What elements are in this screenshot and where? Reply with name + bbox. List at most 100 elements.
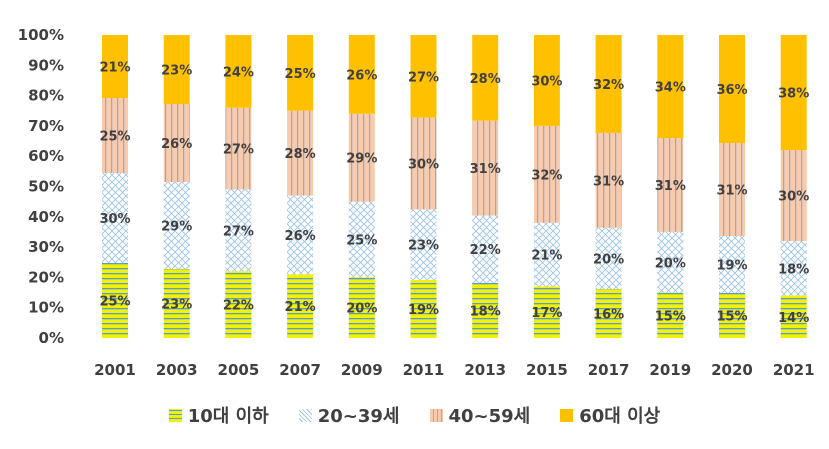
bar-segment-40-59 bbox=[657, 138, 684, 232]
data-label-60-plus: 24% bbox=[223, 65, 254, 80]
y-tick-label: 0% bbox=[39, 329, 64, 347]
data-label-under-10s: 20% bbox=[346, 302, 377, 317]
data-label-60-plus: 38% bbox=[778, 87, 809, 102]
bar-segment-40-59 bbox=[348, 113, 375, 202]
x-tick-label: 2005 bbox=[218, 361, 260, 379]
legend-swatch-60-plus bbox=[560, 408, 574, 422]
x-tick-label: 2017 bbox=[588, 361, 630, 379]
bar-segment-60-plus bbox=[287, 35, 314, 111]
data-label-60-plus: 34% bbox=[655, 81, 686, 96]
y-tick-label: 100% bbox=[18, 26, 64, 44]
bar-segment-under-10s bbox=[780, 295, 807, 338]
bar-segment-60-plus bbox=[472, 35, 499, 121]
bar-segment-under-10s bbox=[595, 289, 622, 338]
data-label-40-59: 30% bbox=[408, 158, 439, 173]
data-label-20-39: 19% bbox=[716, 259, 747, 274]
y-tick-label: 90% bbox=[28, 56, 64, 74]
bar-segment-20-39 bbox=[410, 209, 437, 280]
data-label-60-plus: 32% bbox=[593, 78, 624, 93]
data-label-40-59: 29% bbox=[346, 152, 377, 167]
data-label-under-10s: 21% bbox=[285, 300, 316, 315]
data-label-under-10s: 25% bbox=[99, 295, 130, 310]
bar-segment-60-plus bbox=[657, 35, 684, 139]
bar-segment-40-59 bbox=[163, 104, 190, 182]
data-label-under-10s: 22% bbox=[223, 299, 254, 314]
bar-segment-20-39 bbox=[225, 189, 252, 272]
bar-segment-under-10s bbox=[719, 293, 745, 338]
data-label-under-10s: 16% bbox=[593, 308, 624, 323]
data-label-40-59: 31% bbox=[593, 174, 624, 189]
data-label-20-39: 21% bbox=[531, 249, 562, 264]
bar-segment-40-59 bbox=[533, 125, 560, 223]
legend-item-under-10s: 10대 이하 bbox=[168, 402, 269, 428]
bar-segment-60-plus bbox=[533, 35, 560, 126]
bar-segment-under-10s bbox=[348, 277, 375, 338]
data-label-60-plus: 30% bbox=[531, 74, 562, 89]
data-label-40-59: 32% bbox=[531, 168, 562, 183]
data-label-60-plus: 21% bbox=[99, 61, 130, 76]
legend-label-40-59: 40~59세 bbox=[448, 406, 531, 427]
legend: 10대 이하 20~39세 40~59세 60대 이상 bbox=[0, 402, 829, 428]
y-tick-label: 70% bbox=[28, 117, 64, 135]
data-label-20-39: 23% bbox=[408, 239, 439, 254]
bar-segment-under-10s bbox=[287, 274, 314, 338]
bar-segment-20-39 bbox=[595, 227, 622, 290]
data-label-40-59: 28% bbox=[285, 147, 316, 162]
data-label-60-plus: 28% bbox=[470, 72, 501, 87]
bar-segment-60-plus bbox=[719, 35, 745, 143]
data-label-20-39: 27% bbox=[223, 224, 254, 239]
data-label-60-plus: 36% bbox=[716, 83, 747, 98]
legend-item-20-39: 20~39세 bbox=[298, 402, 400, 428]
bar-segment-40-59 bbox=[595, 132, 622, 228]
y-tick-label: 20% bbox=[28, 268, 64, 286]
bar-segment-20-39 bbox=[780, 241, 807, 296]
x-tick-label: 2019 bbox=[649, 361, 691, 379]
data-label-60-plus: 25% bbox=[285, 67, 316, 82]
data-label-40-59: 30% bbox=[778, 190, 809, 205]
x-tick-label: 2009 bbox=[341, 361, 383, 379]
bar-segment-40-59 bbox=[719, 143, 745, 236]
legend-swatch-40-59 bbox=[429, 408, 443, 422]
legend-label-60-plus: 60대 이상 bbox=[579, 406, 661, 427]
bar-segment-40-59 bbox=[410, 117, 437, 210]
legend-item-40-59: 40~59세 bbox=[429, 402, 531, 428]
data-label-60-plus: 26% bbox=[346, 68, 377, 83]
bar-segment-40-59 bbox=[102, 98, 128, 173]
bar-segment-under-10s bbox=[533, 286, 560, 338]
x-tick-label: 2020 bbox=[711, 361, 753, 379]
data-label-under-10s: 17% bbox=[531, 306, 562, 321]
data-label-20-39: 25% bbox=[346, 234, 377, 249]
data-label-20-39: 29% bbox=[161, 220, 192, 235]
y-tick-label: 40% bbox=[28, 208, 64, 226]
stacked-bar-chart: 0% 10% 20% 30% 40% 50% 60% 70% 80% 90% 100% 25% 30%… bbox=[18, 26, 815, 379]
data-label-20-39: 18% bbox=[778, 262, 809, 277]
bar-segment-60-plus bbox=[102, 35, 128, 98]
data-label-40-59: 26% bbox=[161, 137, 192, 152]
data-label-40-59: 31% bbox=[470, 162, 501, 177]
bar-segment-20-39 bbox=[348, 201, 375, 278]
data-label-20-39: 26% bbox=[285, 229, 316, 244]
data-label-under-10s: 19% bbox=[408, 303, 439, 318]
x-tick-label: 2011 bbox=[403, 361, 445, 379]
bar-segment-under-10s bbox=[657, 292, 684, 338]
data-label-under-10s: 23% bbox=[161, 298, 192, 313]
data-label-20-39: 22% bbox=[470, 243, 501, 258]
data-label-40-59: 27% bbox=[223, 143, 254, 158]
legend-label-20-39: 20~39세 bbox=[317, 406, 400, 427]
data-label-under-10s: 15% bbox=[655, 309, 686, 324]
bar-segment-40-59 bbox=[287, 110, 314, 196]
x-tick-label: 2015 bbox=[526, 361, 568, 379]
data-label-20-39: 30% bbox=[99, 212, 130, 227]
data-label-under-10s: 18% bbox=[470, 304, 501, 319]
data-label-40-59: 25% bbox=[99, 130, 130, 145]
y-tick-label: 10% bbox=[28, 299, 64, 317]
legend-item-60-plus: 60대 이상 bbox=[560, 402, 660, 428]
bar-segment-under-10s bbox=[163, 269, 190, 338]
bar-segment-under-10s bbox=[225, 271, 252, 338]
bar-segment-20-39 bbox=[657, 231, 684, 293]
bar-segment-60-plus bbox=[780, 35, 807, 151]
legend-label-under-10s: 10대 이하 bbox=[187, 406, 269, 427]
data-label-20-39: 20% bbox=[655, 256, 686, 271]
legend-swatch-under-10s bbox=[168, 408, 182, 422]
data-label-under-10s: 14% bbox=[778, 311, 809, 326]
